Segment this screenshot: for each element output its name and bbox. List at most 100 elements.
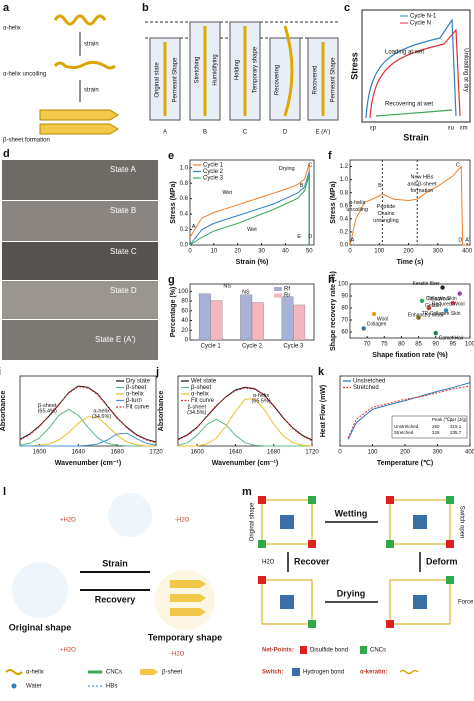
annotation: C [456, 163, 460, 169]
point [443, 308, 449, 313]
point-label: Reduced Wool [432, 301, 465, 307]
photo [2, 160, 158, 200]
label: Humidifying [213, 54, 219, 85]
switch [413, 515, 427, 529]
point [457, 291, 462, 296]
x-tick-label: 40 [282, 249, 289, 255]
node [446, 576, 454, 584]
axes-frame [349, 159, 471, 246]
x-tick-label: 100 [374, 249, 385, 255]
bar [240, 294, 253, 341]
panel-l: l +H2O -H2O Strain Recovery Original sha… [3, 486, 222, 690]
x-tick-label: 80 [398, 342, 405, 348]
annotation: D [308, 234, 312, 240]
state-label: C [243, 130, 248, 136]
annotation: and β-sheet [407, 181, 437, 187]
annotation: β-sheet [38, 403, 57, 409]
x-tick-label: 0 [348, 249, 352, 255]
y-tick-label: 40 [181, 318, 188, 324]
label: Stretching [195, 56, 201, 83]
legend-label: Water [26, 684, 42, 690]
x-tick-label: Cycle 3 [283, 344, 304, 350]
series-line [20, 432, 157, 447]
legend-label: α-helix [191, 392, 209, 398]
legend-label: β-sheet [162, 670, 182, 676]
legend-label: α-helix [126, 392, 144, 398]
x-tick-label: 1640 [229, 450, 243, 456]
y-axis-label: Absorbance [158, 391, 165, 432]
panel-label: e [168, 150, 174, 162]
bar [281, 296, 294, 341]
switch [280, 515, 294, 529]
label: εu [448, 126, 454, 132]
x-tick-label: 200 [404, 249, 415, 255]
legend-label: Wet state [191, 379, 217, 385]
x-tick-label: 1720 [149, 450, 163, 456]
bar [293, 304, 306, 341]
point [416, 315, 421, 320]
x-tick-label: 90 [432, 342, 439, 348]
point-label: Collagen [367, 322, 387, 328]
legend-label: Cycle N-1 [410, 14, 437, 20]
cluster [108, 493, 152, 537]
label: Recovered [313, 65, 319, 94]
network-cell [389, 499, 451, 545]
series-line [19, 386, 157, 444]
x-tick-label: 400 [465, 450, 474, 456]
point-label: Gelatin [425, 303, 441, 309]
point [440, 285, 445, 290]
label: εm [460, 126, 468, 132]
annotation: A [351, 237, 355, 243]
y-tick-label: 1.0 [340, 177, 349, 183]
curve [375, 109, 453, 117]
y-tick-label: 90 [341, 294, 348, 300]
y-axis-label: Shape recovery rate (%) [330, 271, 337, 351]
bar [251, 302, 264, 341]
panel-c: c Cycle N-1 Cycle N Loading at wet Unloa… [344, 2, 471, 142]
series-line [20, 416, 156, 447]
label: β-sheet formation [3, 138, 50, 144]
legend-label: β-turn [126, 398, 142, 404]
y-axis-label: Absorbance [0, 391, 7, 432]
y-tick-label: 80 [341, 306, 348, 312]
label: Unloading at dry [462, 48, 468, 92]
x-tick-label: 20 [234, 249, 241, 255]
annotation: untangling [373, 218, 398, 224]
chart: j Wavenumber (cm⁻¹) Absorbance 1600 1640 1680… [155, 366, 319, 467]
y-axis-label: Heat Flow (mW) [320, 385, 327, 438]
label: Switch open [458, 506, 464, 539]
label: Loading at wet [385, 50, 424, 56]
annotation: formation [411, 188, 434, 194]
curve [365, 18, 457, 119]
legend-label: Disulfide bond [310, 648, 348, 654]
panel-m: m Original shape Wetting Switch open Def… [242, 486, 474, 676]
panel-label: k [318, 366, 325, 378]
axis-label: Strain [403, 132, 429, 142]
photo [2, 281, 158, 319]
annotation: Peptide [377, 204, 396, 210]
label: -H2O [170, 652, 185, 658]
chart: f Time (s) Stress (MPa) 0.0 0.2 0.4 0.6 0.8 1.0 1… [328, 150, 473, 266]
table-cell: 260 [432, 424, 440, 429]
legend-swatch [360, 646, 367, 654]
photo [2, 201, 158, 241]
annotation: Wet [222, 190, 232, 196]
panel-label: a [3, 2, 10, 14]
label: +H2O [60, 648, 76, 654]
x-tick-label: 85 [415, 342, 422, 348]
node [258, 540, 266, 548]
table-cell: 335.7 [450, 430, 462, 435]
series-line [347, 382, 471, 440]
y-tick-label: 100 [178, 289, 189, 295]
helix [53, 60, 116, 70]
node [258, 496, 266, 504]
x-axis-label: Temperature (℃) [377, 459, 433, 467]
legend-label: HBs [106, 684, 117, 690]
point-label: Collagen Skin [426, 296, 457, 302]
series-line [178, 398, 313, 447]
x-tick-label: 300 [432, 450, 443, 456]
x-tick-label: 100 [465, 342, 474, 348]
y-tick-label: 1.0 [180, 165, 189, 171]
